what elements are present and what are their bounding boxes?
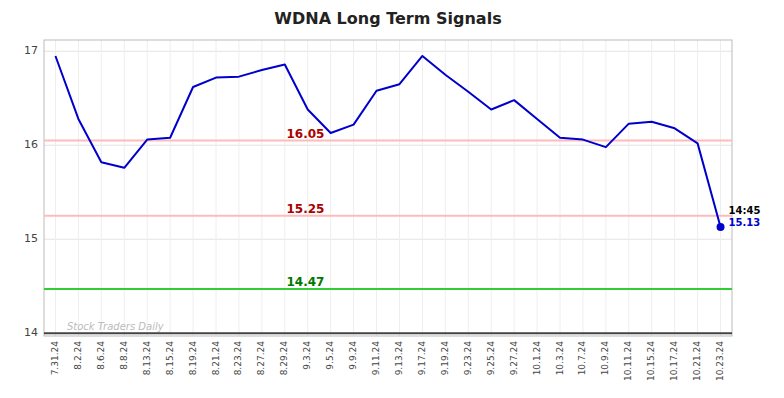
grid-line-x (78, 40, 79, 336)
x-tick-label: 9.3.24 (302, 341, 312, 370)
annotation-time: 14:45 (729, 205, 761, 216)
grid-line-y (44, 333, 732, 334)
grid-line-x (193, 40, 194, 336)
grid-line-x (261, 40, 262, 336)
x-tick-label: 10.21.24 (692, 341, 702, 381)
chart: WDNA Long Term Signals 14 15 16 17 7.31.24 8.2… (0, 0, 784, 398)
signal-line (44, 215, 732, 217)
x-tick-label: 9.9.24 (348, 341, 358, 370)
grid-line-x (147, 40, 148, 336)
x-tick-label: 8.23.24 (233, 341, 243, 376)
x-tick-label: 8.27.24 (256, 341, 266, 376)
x-tick-label: 8.29.24 (279, 341, 289, 376)
x-axis: 7.31.24 8.2.24 8.6.24 8.8.24 8.13.24 8.15.24 8… (50, 341, 725, 381)
annotation-price: 15.13 (729, 217, 761, 228)
grid-line-x (628, 40, 629, 336)
x-tick-label: 8.2.24 (73, 341, 83, 370)
grid-line-x (514, 40, 515, 336)
grid-line-x (560, 40, 561, 336)
x-tick-label: 9.13.24 (394, 341, 404, 376)
price-line (55, 56, 720, 227)
grid-line-x (468, 40, 469, 336)
x-tick-label: 9.19.24 (440, 341, 450, 376)
x-tick-label: 9.17.24 (417, 341, 427, 376)
x-tick-label: 9.5.24 (325, 341, 335, 370)
grid-line-x (376, 40, 377, 336)
x-tick-label: 10.17.24 (669, 341, 679, 381)
x-tick-label: 10.9.24 (600, 341, 610, 376)
x-tick-label: 9.27.24 (509, 341, 519, 376)
grid-line-x (697, 40, 698, 336)
grid-line-x (124, 40, 125, 336)
y-tick-label: 14 (24, 326, 38, 339)
x-tick-label: 8.8.24 (119, 341, 129, 370)
grid-line-x (537, 40, 538, 336)
x-tick-label: 9.23.24 (463, 341, 473, 376)
x-tick-label: 7.31.24 (50, 341, 60, 376)
x-tick-label: 8.15.24 (165, 341, 175, 376)
grid-line-x (674, 40, 675, 336)
grid-line-x (101, 40, 102, 336)
y-axis: 14 15 16 17 (24, 44, 38, 339)
grid-line-x (445, 40, 446, 336)
signal-line (44, 288, 732, 290)
grid-line-x (651, 40, 652, 336)
grid-line-x (330, 40, 331, 336)
grid-line-x (720, 40, 721, 336)
baseline (44, 332, 732, 334)
x-tick-label: 10.11.24 (623, 341, 633, 381)
plot-area (44, 56, 732, 333)
x-tick-label: 8.19.24 (188, 341, 198, 376)
x-tick-label: 10.15.24 (646, 341, 656, 381)
last-point (717, 223, 725, 231)
grid-line-x (422, 40, 423, 336)
x-tick-label: 10.23.24 (715, 341, 725, 381)
grid-line-x (284, 40, 285, 336)
signal-label: 15.25 (286, 202, 324, 216)
grid-line-x (582, 40, 583, 336)
x-tick-label: 8.6.24 (96, 341, 106, 370)
grid (44, 40, 732, 336)
y-tick-label: 15 (24, 232, 38, 245)
x-tick-label: 8.13.24 (142, 341, 152, 376)
x-tick-label: 8.21.24 (211, 341, 221, 376)
grid-line-x (55, 40, 56, 336)
grid-line-x (170, 40, 171, 336)
y-tick-label: 17 (24, 44, 38, 57)
plot-frame (44, 40, 732, 336)
grid-line-x (491, 40, 492, 336)
x-tick-label: 10.3.24 (555, 341, 565, 376)
y-tick-label: 16 (24, 138, 38, 151)
title: WDNA Long Term Signals (274, 9, 501, 28)
signal-label: 14.47 (286, 275, 324, 289)
grid-line-x (605, 40, 606, 336)
grid-line-x (238, 40, 239, 336)
grid-line-x (216, 40, 217, 336)
x-tick-label: 10.1.24 (532, 341, 542, 376)
labels: 16.05 15.25 14.47 Stock Traders Daily 14:451… (67, 127, 760, 333)
x-tick-label: 10.7.24 (577, 341, 587, 376)
watermark: Stock Traders Daily (67, 321, 165, 332)
signal-label: 16.05 (286, 127, 324, 141)
grid-line-x (307, 40, 308, 336)
x-tick-label: 9.25.24 (486, 341, 496, 376)
grid-line-x (353, 40, 354, 336)
x-tick-label: 9.11.24 (371, 341, 381, 376)
